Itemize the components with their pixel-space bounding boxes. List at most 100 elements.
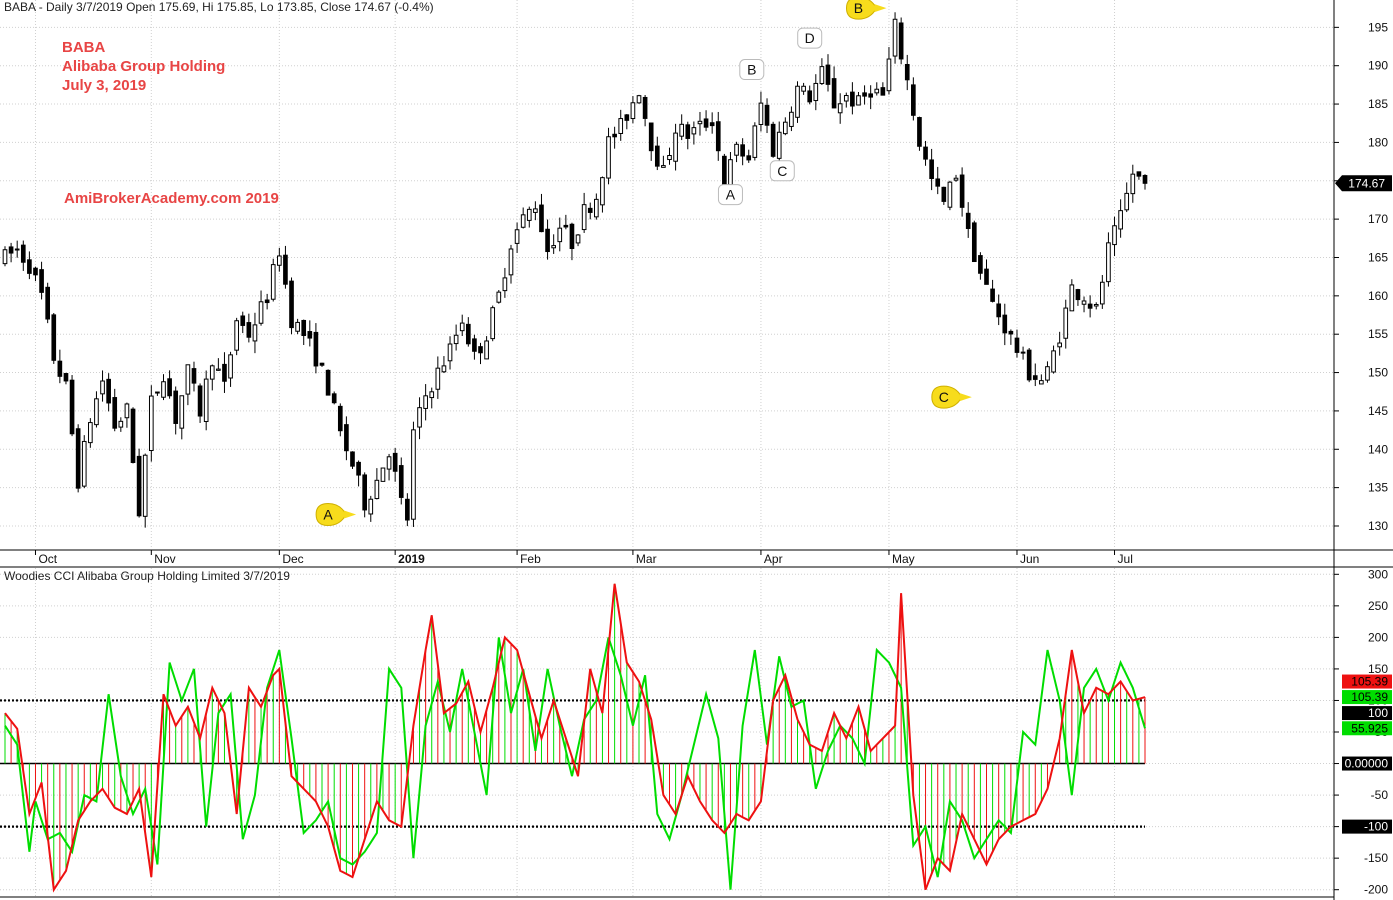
- candle-body-down: [1026, 349, 1032, 381]
- candle-body-up: [417, 407, 422, 428]
- candle-body-up: [819, 66, 825, 85]
- candle: [539, 193, 544, 233]
- candle-body-up: [185, 364, 191, 395]
- candle: [270, 258, 276, 302]
- candle-body-down: [301, 319, 307, 337]
- candle-body-down: [478, 346, 483, 354]
- candle-body-up: [435, 367, 441, 390]
- candle: [246, 313, 252, 343]
- candle-body-up: [380, 467, 386, 482]
- candle: [130, 407, 136, 464]
- candle: [386, 453, 392, 481]
- candle-body-down: [75, 428, 81, 489]
- cci-y-tick-label: 200: [1368, 630, 1388, 644]
- candle-body-down: [715, 121, 721, 152]
- candle-body-up: [526, 208, 532, 221]
- wave-label-d: D: [797, 27, 823, 49]
- candle-body-down: [996, 303, 1002, 318]
- candle-body-up: [81, 440, 87, 487]
- price-y-tick-label: 170: [1368, 212, 1388, 226]
- candle-body-down: [904, 63, 910, 81]
- candle: [581, 192, 587, 233]
- candle-body-up: [1130, 173, 1136, 195]
- candle: [368, 495, 374, 522]
- cci-value-label-bg: [1342, 721, 1392, 736]
- candle: [886, 47, 892, 95]
- wave-label-b: B: [845, 0, 887, 20]
- candle-body-down: [917, 117, 922, 147]
- candle-body-up: [1124, 192, 1130, 211]
- candle: [264, 293, 270, 310]
- candle-body-down: [703, 118, 709, 128]
- candle: [642, 95, 648, 127]
- candle-body-down: [350, 451, 355, 467]
- candle: [362, 472, 368, 518]
- candle: [746, 149, 752, 163]
- price-y-tick-label: 190: [1368, 59, 1388, 73]
- x-tick-label: May: [892, 552, 915, 566]
- candle: [709, 112, 715, 134]
- candle-body-up: [758, 102, 764, 126]
- candle-body-up: [728, 159, 733, 186]
- candle: [252, 312, 258, 354]
- candle-body-down: [654, 145, 660, 167]
- cci-level-lines: [0, 699, 1145, 828]
- candle: [191, 361, 197, 392]
- cci-y-tick-label: 250: [1368, 599, 1388, 613]
- candle: [459, 314, 465, 336]
- x-tick-label: Dec: [282, 552, 303, 566]
- candle: [484, 336, 489, 360]
- candle: [374, 468, 380, 500]
- candle: [935, 166, 941, 195]
- candle-body-up: [953, 177, 959, 181]
- candle-body-down: [130, 408, 136, 463]
- candle-body-down: [911, 84, 916, 116]
- candle: [411, 421, 416, 527]
- candle: [984, 259, 989, 285]
- price-y-tick-label: 155: [1368, 327, 1388, 341]
- candle-body-down: [685, 124, 691, 139]
- candle-body-up: [557, 227, 563, 243]
- candle: [715, 111, 721, 161]
- candle: [654, 136, 660, 171]
- candle: [770, 121, 776, 158]
- candle: [752, 122, 758, 161]
- candle: [600, 176, 605, 213]
- candle: [356, 460, 361, 487]
- candle-body-down: [563, 224, 569, 228]
- candle-body-up: [551, 245, 556, 249]
- candle-body-up: [277, 255, 282, 266]
- website-annotation: AmiBrokerAcademy.com 2019: [64, 190, 279, 207]
- candle-body-up: [1106, 242, 1111, 283]
- cci-value-label: 100: [1342, 706, 1392, 721]
- candle-body-up: [508, 248, 514, 276]
- candle: [514, 222, 520, 253]
- candle-body-down: [1136, 171, 1142, 177]
- wave-label-text: D: [805, 30, 815, 46]
- candle: [423, 384, 428, 421]
- candle-body-down: [191, 368, 197, 384]
- wave-callout-pointer: [959, 393, 972, 402]
- candle: [904, 54, 910, 91]
- candle: [405, 493, 410, 527]
- candle: [1112, 216, 1117, 257]
- candle: [106, 373, 111, 412]
- candle-body-down: [898, 22, 904, 60]
- candle-body-down: [465, 323, 471, 345]
- candle: [965, 202, 971, 238]
- candle: [155, 391, 160, 396]
- candle-body-down: [405, 498, 410, 521]
- candle: [1039, 374, 1044, 385]
- wave-box-shape: [717, 184, 743, 206]
- candle-body-up: [386, 456, 392, 470]
- candle: [618, 109, 624, 141]
- candle: [722, 153, 727, 187]
- price-y-tick-label: 145: [1368, 404, 1388, 418]
- candle: [319, 362, 325, 367]
- candle-body-up: [100, 380, 105, 395]
- candle: [1008, 329, 1014, 345]
- candle-body-up: [1045, 366, 1050, 381]
- candle-body-down: [39, 269, 44, 293]
- candle: [807, 85, 813, 105]
- candle-body-up: [600, 177, 605, 206]
